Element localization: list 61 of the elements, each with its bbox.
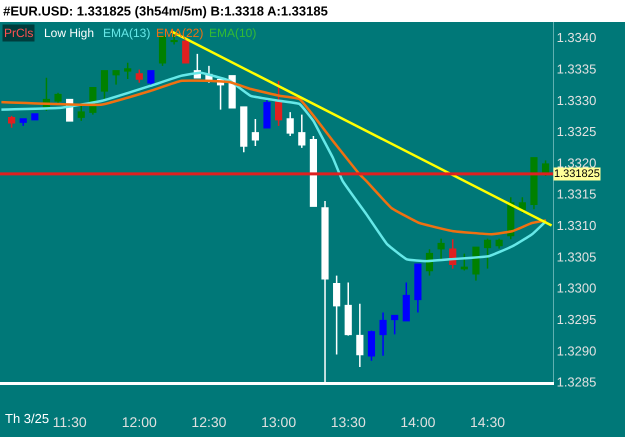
candlestick <box>333 274 340 356</box>
candlestick <box>263 98 271 129</box>
candlestick <box>391 314 398 336</box>
x-tick-label: 11:30 <box>52 414 87 430</box>
annotation: Low High <box>44 26 94 40</box>
text: Th 3/25 <box>5 411 50 426</box>
line-series <box>0 79 548 236</box>
annotation: EMA(10) <box>209 26 256 40</box>
x-tick-label: 13:00 <box>261 414 296 430</box>
y-tick-label: 1.3335 <box>556 62 596 77</box>
y-tick-label: 1.3325 <box>556 124 596 140</box>
candlestick <box>460 252 468 272</box>
candlestick <box>124 62 132 80</box>
y-tick-label: 1.3300 <box>556 280 596 296</box>
y-tick-label: 1.3290 <box>556 343 596 358</box>
chart-title: #EUR.USD: 1.331825 (3h54m/5m) B:1.3318 A:1.33185 <box>3 4 328 19</box>
candlestick <box>136 68 143 84</box>
candlestick <box>402 282 410 322</box>
annotation: PrCls <box>4 26 34 40</box>
candlestick <box>368 330 376 362</box>
candlestick <box>472 246 480 282</box>
candlestick <box>8 115 16 129</box>
y-tick-label: 1.3315 <box>556 186 596 202</box>
candlestick <box>78 104 85 122</box>
candlestick <box>31 113 38 120</box>
y-tick-label: 1.3320 <box>556 155 596 170</box>
candlestick <box>298 114 306 149</box>
candlestick <box>310 135 318 207</box>
candlestick <box>518 196 526 214</box>
ref-line-label: 1.331825 <box>554 168 600 180</box>
y-tick-label: 1.3330 <box>556 92 596 108</box>
candlestick <box>20 118 27 127</box>
candlestick <box>530 157 538 210</box>
x-tick-label: 13:30 <box>330 414 366 430</box>
x-tick-label: 12:30 <box>191 414 227 430</box>
candlestick <box>112 70 120 86</box>
y-tick-label: 1.3310 <box>556 218 596 234</box>
y-tick-label: 1.3285 <box>556 374 596 390</box>
x-tick-label: 14:30 <box>470 414 506 430</box>
candlestick <box>379 312 387 356</box>
y-tick-label: 1.3340 <box>556 30 596 46</box>
candlestick <box>356 302 364 368</box>
x-tick-label: 14:00 <box>400 414 436 430</box>
y-tick-label: 1.3295 <box>556 312 596 327</box>
candlestick <box>484 238 492 270</box>
candlestick <box>252 118 259 147</box>
candlestick <box>496 238 503 250</box>
candlestick <box>147 70 154 87</box>
y-tick-label: 1.3305 <box>556 249 596 264</box>
candlestick <box>100 70 108 100</box>
x-tick-label: 12:00 <box>122 414 158 430</box>
line-series <box>0 71 548 262</box>
candlestick <box>275 80 282 127</box>
candlestick <box>54 92 62 104</box>
candlestick <box>182 38 190 64</box>
candlestick <box>286 111 294 137</box>
text: EMA(13) <box>103 26 150 40</box>
candlestick <box>344 282 352 336</box>
candlestick <box>438 238 445 260</box>
candlestick <box>240 106 248 153</box>
candlestick <box>414 262 422 314</box>
